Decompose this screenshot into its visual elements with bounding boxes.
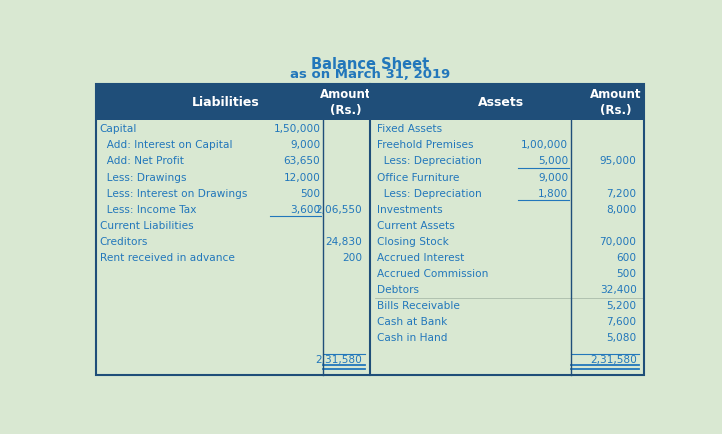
Text: Liabilities: Liabilities: [192, 95, 260, 108]
Text: 600: 600: [617, 253, 637, 263]
Text: Less: Depreciation: Less: Depreciation: [377, 188, 482, 198]
Text: 7,200: 7,200: [606, 188, 637, 198]
Bar: [97, 85, 370, 120]
Text: Amount
(Rs.): Amount (Rs.): [321, 88, 372, 117]
Text: 1,50,000: 1,50,000: [274, 125, 321, 135]
Text: 2,31,580: 2,31,580: [316, 355, 362, 365]
Text: Investments: Investments: [377, 204, 443, 214]
Bar: [370, 85, 643, 120]
Text: Assets: Assets: [478, 95, 524, 108]
Text: 200: 200: [342, 253, 362, 263]
Text: 5,080: 5,080: [606, 333, 637, 343]
Text: 1,00,000: 1,00,000: [521, 141, 568, 151]
Text: Cash at Bank: Cash at Bank: [377, 317, 447, 327]
Text: Closing Stock: Closing Stock: [377, 237, 449, 247]
Text: Balance Sheet: Balance Sheet: [311, 57, 429, 72]
Text: 5,200: 5,200: [606, 301, 637, 311]
Text: Add: Net Profit: Add: Net Profit: [100, 157, 183, 167]
Text: 12,000: 12,000: [284, 172, 321, 183]
Text: 8,000: 8,000: [606, 204, 637, 214]
Text: 9,000: 9,000: [538, 172, 568, 183]
Text: Capital: Capital: [100, 125, 137, 135]
Text: 70,000: 70,000: [600, 237, 637, 247]
Text: Current Assets: Current Assets: [377, 220, 455, 230]
Text: 32,400: 32,400: [600, 285, 637, 295]
Text: Fixed Assets: Fixed Assets: [377, 125, 442, 135]
Text: Less: Income Tax: Less: Income Tax: [100, 204, 196, 214]
Text: Rent received in advance: Rent received in advance: [100, 253, 235, 263]
Text: 7,600: 7,600: [606, 317, 637, 327]
Text: Office Furniture: Office Furniture: [377, 172, 459, 183]
Text: Freehold Premises: Freehold Premises: [377, 141, 474, 151]
Text: 500: 500: [617, 269, 637, 279]
Text: 63,650: 63,650: [284, 157, 321, 167]
Text: 2,31,580: 2,31,580: [590, 355, 637, 365]
Text: 95,000: 95,000: [600, 157, 637, 167]
Text: 1,800: 1,800: [538, 188, 568, 198]
Text: Current Liabilities: Current Liabilities: [100, 220, 193, 230]
Text: Bills Receivable: Bills Receivable: [377, 301, 460, 311]
Text: Cash in Hand: Cash in Hand: [377, 333, 448, 343]
Bar: [97, 85, 643, 375]
Text: Accrued Commission: Accrued Commission: [377, 269, 488, 279]
Text: as on March 31, 2019: as on March 31, 2019: [290, 68, 450, 81]
Text: 2,06,550: 2,06,550: [316, 204, 362, 214]
Text: Less: Interest on Drawings: Less: Interest on Drawings: [100, 188, 247, 198]
Text: 3,600: 3,600: [290, 204, 321, 214]
Text: Accrued Interest: Accrued Interest: [377, 253, 464, 263]
Text: Amount
(Rs.): Amount (Rs.): [590, 88, 641, 117]
Text: 9,000: 9,000: [290, 141, 321, 151]
Text: 500: 500: [300, 188, 321, 198]
Text: 5,000: 5,000: [538, 157, 568, 167]
Text: Debtors: Debtors: [377, 285, 419, 295]
Text: Less: Drawings: Less: Drawings: [100, 172, 186, 183]
Text: Creditors: Creditors: [100, 237, 148, 247]
Text: Less: Depreciation: Less: Depreciation: [377, 157, 482, 167]
Text: 24,830: 24,830: [326, 237, 362, 247]
Text: Add: Interest on Capital: Add: Interest on Capital: [100, 141, 232, 151]
